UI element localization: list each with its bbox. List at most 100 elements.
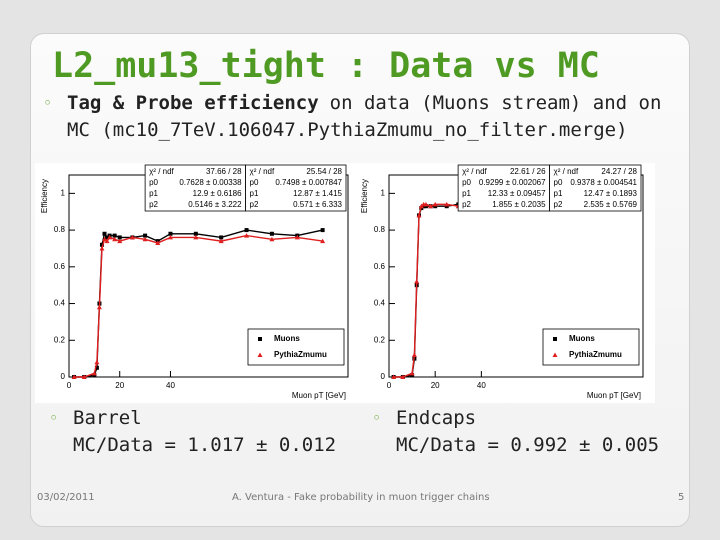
y-tick-label: 1 xyxy=(381,188,386,197)
fit-param-value: 1.855 ± 0.2035 xyxy=(492,200,546,209)
data-point xyxy=(391,374,397,379)
y-tick-label: 0.4 xyxy=(54,299,66,308)
data-point xyxy=(91,370,97,376)
data-point xyxy=(129,234,135,240)
data-point xyxy=(112,236,118,242)
fit-param-value: 0.5146 ± 3.222 xyxy=(188,200,242,209)
y-tick-label: 0 xyxy=(381,372,386,381)
fit-param-value: 0.9378 ± 0.004541 xyxy=(570,178,637,187)
x-axis-label: Muon pT [GeV] xyxy=(292,391,346,400)
fit-param-value: 12.9 ± 0.6186 xyxy=(193,189,242,198)
data-point xyxy=(102,231,107,236)
fit-param-name: p2 xyxy=(462,200,471,209)
data-point xyxy=(104,238,110,244)
x-tick-label: 40 xyxy=(477,381,486,390)
data-point xyxy=(218,238,224,244)
data-point xyxy=(219,235,224,240)
legend-label: PythiaZmumu xyxy=(274,350,327,359)
data-point xyxy=(167,234,173,240)
result-label: Endcaps xyxy=(372,405,476,432)
x-tick-label: 0 xyxy=(67,381,72,390)
data-point xyxy=(81,374,87,379)
fit-param-name: p1 xyxy=(462,189,471,198)
footer-page: 5 xyxy=(678,492,685,503)
fit-param-name: p2 xyxy=(149,200,158,209)
fit-param-value: 12.47 ± 0.1893 xyxy=(584,189,638,198)
data-point xyxy=(193,231,198,236)
data-point xyxy=(444,201,450,207)
plot: 0 0.2 0.4 0.6 0.8 1 0 20 40 Muon pT [GeV] Efficien… xyxy=(35,163,360,403)
legend-marker xyxy=(553,337,557,341)
y-tick-label: 0 xyxy=(61,372,66,381)
legend-box xyxy=(542,328,640,366)
fit-param-value: 0.7628 ± 0.00338 xyxy=(179,178,242,187)
data-point xyxy=(105,235,110,240)
result-label: Barrel xyxy=(49,405,142,432)
data-point xyxy=(112,233,117,238)
x-tick-label: 40 xyxy=(166,381,175,390)
fit-param-value: 12.33 ± 0.09457 xyxy=(488,189,546,198)
data-point xyxy=(143,233,148,238)
footer-date: 03/02/2011 xyxy=(37,492,95,503)
y-tick-label: 0.2 xyxy=(374,335,386,344)
data-point xyxy=(168,231,173,236)
data-point xyxy=(269,231,274,236)
data-point xyxy=(409,370,415,376)
result-ratio: MC/Data = 0.992 ± 0.005 xyxy=(396,434,660,456)
legend-marker xyxy=(552,352,558,357)
fit-param-name: χ² / ndf xyxy=(554,167,579,176)
data-point xyxy=(423,201,429,207)
fit-param-name: p0 xyxy=(250,178,259,187)
fit-param-value: 12.87 ± 1.415 xyxy=(293,189,342,198)
y-tick-label: 0.4 xyxy=(374,299,386,308)
x-tick-label: 0 xyxy=(387,381,392,390)
fit-param-value: 0.9299 ± 0.002067 xyxy=(479,178,546,187)
fit-param-name: p2 xyxy=(554,200,563,209)
data-point xyxy=(94,365,99,370)
intro-text: on data (Muons stream) and on MC (mc10_7… xyxy=(67,92,662,141)
data-point xyxy=(416,212,422,218)
fit-param-name: p0 xyxy=(149,178,158,187)
legend-marker xyxy=(257,352,263,357)
data-point xyxy=(411,352,417,357)
data-point xyxy=(155,240,161,245)
data-point xyxy=(414,279,420,284)
data-point xyxy=(269,236,275,242)
data-point xyxy=(99,245,105,251)
result-ratio: MC/Data = 1.017 ± 0.012 xyxy=(73,434,337,456)
data-point xyxy=(71,374,77,379)
data-point xyxy=(96,304,102,310)
y-tick-label: 0.2 xyxy=(54,335,66,344)
x-axis-label: Muon pT [GeV] xyxy=(587,391,641,400)
data-point xyxy=(418,203,424,209)
data-point xyxy=(400,374,406,379)
data-point xyxy=(320,228,325,233)
data-point xyxy=(244,228,249,233)
data-point xyxy=(94,359,100,365)
y-axis-label: Efficiency xyxy=(40,179,49,213)
fit-param-name: χ² / ndf xyxy=(250,167,275,176)
fit-param-name: χ² / ndf xyxy=(149,167,174,176)
legend-label: Muons xyxy=(569,334,595,343)
data-point xyxy=(99,242,104,247)
y-axis-label: Efficiency xyxy=(360,179,369,213)
fit-param-name: p0 xyxy=(554,178,563,187)
data-point xyxy=(294,234,300,240)
fit-box xyxy=(549,164,642,212)
intro-bold: Tag & Probe efficiency xyxy=(67,92,319,114)
legend-box xyxy=(247,328,345,366)
data-point xyxy=(428,203,434,209)
fit-param-name: p1 xyxy=(149,189,158,198)
fit-param-value: 22.61 / 26 xyxy=(510,167,546,176)
slide-title: L2_mu13_tight : Data vs MC xyxy=(52,46,600,86)
data-point xyxy=(117,238,123,244)
fit-param-value: 0.7498 ± 0.007847 xyxy=(275,178,342,187)
fit-param-value: 2.535 ± 0.5769 xyxy=(584,200,638,209)
legend-label: PythiaZmumu xyxy=(569,350,622,359)
fit-param-name: p1 xyxy=(250,189,259,198)
footer-author: A. Ventura - Fake probability in muon tr… xyxy=(232,492,490,503)
x-tick-label: 20 xyxy=(115,381,124,390)
y-tick-label: 0.8 xyxy=(54,225,66,234)
